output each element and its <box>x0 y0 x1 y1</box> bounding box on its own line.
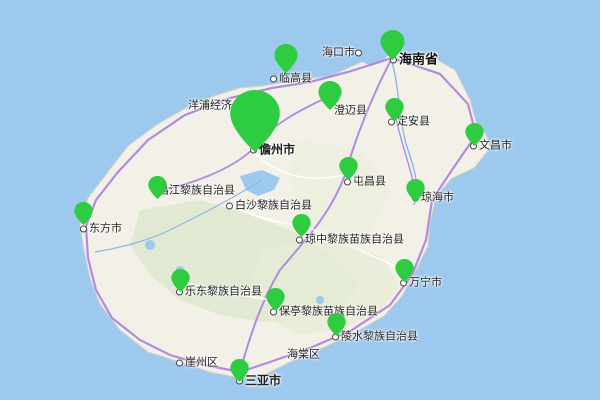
city-dot-icon <box>270 75 277 82</box>
chengmai-text: 澄迈县 <box>334 103 367 117</box>
river <box>94 179 263 253</box>
wenchang-text: 文昌市 <box>479 138 512 152</box>
label-baisha[interactable]: 白沙黎族自治县 <box>226 199 312 212</box>
marker-lingshui[interactable] <box>327 313 346 336</box>
label-changjiang[interactable]: 昌江黎族自治县 <box>158 184 235 197</box>
marker-lingao[interactable] <box>274 44 298 73</box>
lingshui-text: 陵水黎族自治县 <box>341 329 418 343</box>
map-pin-icon <box>318 81 342 110</box>
marker-danzhou[interactable] <box>229 90 281 152</box>
city-dot-icon <box>226 202 233 209</box>
map-pin-icon <box>230 90 280 152</box>
coastal-highway <box>84 56 478 374</box>
hainan-text: 海南省 <box>399 52 439 68</box>
map-pin-icon <box>339 157 358 180</box>
danzhou-text: 儋州市 <box>259 142 296 157</box>
label-yangpu[interactable]: 洋浦经济 <box>188 99 232 112</box>
label-qiongzhong[interactable]: 琼中黎族苗族自治县 <box>296 233 404 246</box>
map-pin-icon <box>148 176 167 199</box>
label-yazhou[interactable]: 崖州区 <box>176 356 218 369</box>
marker-chengmai[interactable] <box>318 81 342 110</box>
map-pin-icon <box>395 259 414 282</box>
label-haikou[interactable]: 海口市 <box>322 46 364 59</box>
reservoir <box>145 240 155 250</box>
sanya-text: 三亚市 <box>245 373 282 388</box>
dongfang-text: 东方市 <box>89 221 122 235</box>
ledong-text: 乐东黎族自治县 <box>185 284 262 298</box>
haitang-text: 海棠区 <box>287 347 320 361</box>
marker-changjiang[interactable] <box>148 176 167 199</box>
label-lingshui[interactable]: 陵水黎族自治县 <box>332 330 418 343</box>
map-pin-icon <box>74 202 93 225</box>
qiongzhong-text: 琼中黎族苗族自治县 <box>305 232 404 246</box>
map-pin-icon <box>380 30 405 60</box>
marker-dingan[interactable] <box>385 98 404 121</box>
haikou-bay <box>362 48 392 66</box>
lingao-text: 临高县 <box>279 71 312 85</box>
label-dongfang[interactable]: 东方市 <box>80 222 122 235</box>
marker-wenchang[interactable] <box>465 123 484 146</box>
map-pin-icon <box>274 44 298 73</box>
dingan-text: 定安县 <box>397 114 430 128</box>
marker-ledong[interactable] <box>171 269 190 292</box>
map-pin-icon <box>230 359 249 382</box>
songtao-reservoir <box>240 170 280 196</box>
city-dot-icon <box>296 236 303 243</box>
tunchang-text: 屯昌县 <box>353 174 386 188</box>
city-dot-icon <box>176 359 183 366</box>
marker-tunchang[interactable] <box>339 157 358 180</box>
label-lingao[interactable]: 临高县 <box>270 72 312 85</box>
city-dot-icon <box>355 49 362 56</box>
central-highway <box>239 57 393 373</box>
map-pin-icon <box>465 123 484 146</box>
map-pin-icon <box>292 214 311 237</box>
map-pin-icon <box>171 269 190 292</box>
marker-dongfang[interactable] <box>74 202 93 225</box>
baisha-text: 白沙黎族自治县 <box>235 198 312 212</box>
label-dingan[interactable]: 定安县 <box>388 115 430 128</box>
map-pin-icon <box>327 313 346 336</box>
marker-haikou[interactable] <box>380 30 405 60</box>
label-chengmai[interactable]: 澄迈县 <box>334 104 367 117</box>
city-dot-icon <box>388 118 395 125</box>
map-pin-icon <box>406 179 425 202</box>
marker-qionghai[interactable] <box>406 179 425 202</box>
qionghai-text: 琼海市 <box>421 190 454 204</box>
yangpu-text: 洋浦经济 <box>188 98 232 112</box>
terrain-patch <box>250 240 400 335</box>
label-haitang[interactable]: 海棠区 <box>287 348 320 361</box>
changjiang-text: 昌江黎族自治县 <box>158 183 235 197</box>
marker-sanya[interactable] <box>230 359 249 382</box>
map-pin-icon <box>385 98 404 121</box>
haikou-text: 海口市 <box>322 45 355 59</box>
wanning-text: 万宁市 <box>409 275 442 289</box>
label-baoting[interactable]: 保亭黎族苗族自治县 <box>270 305 378 318</box>
map-pin-icon <box>266 288 285 311</box>
city-dot-icon <box>80 225 87 232</box>
marker-baoting[interactable] <box>266 288 285 311</box>
marker-wanning[interactable] <box>395 259 414 282</box>
baoting-text: 保亭黎族苗族自治县 <box>279 304 378 318</box>
minor-road <box>251 149 346 179</box>
marker-qiongzhong[interactable] <box>292 214 311 237</box>
yazhou-text: 崖州区 <box>185 355 218 369</box>
reservoir <box>316 296 324 304</box>
